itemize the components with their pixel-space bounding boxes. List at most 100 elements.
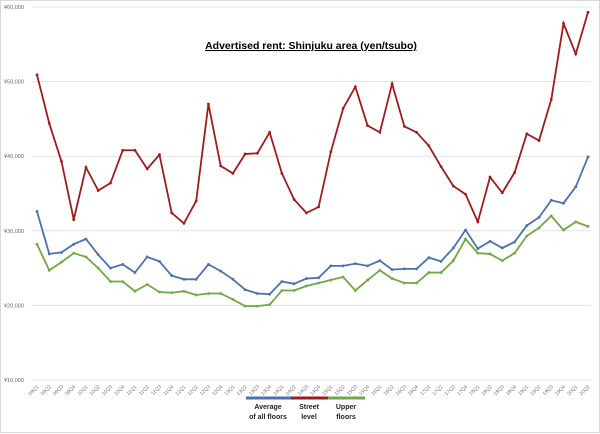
legend-label-average-2: of all floors <box>249 414 287 421</box>
data-point <box>464 237 467 241</box>
data-point <box>35 242 39 246</box>
data-point <box>513 251 516 255</box>
data-point <box>586 10 590 14</box>
data-point <box>549 198 553 202</box>
data-point <box>378 268 382 272</box>
data-point <box>451 246 455 250</box>
x-tick-label: 17Q4 <box>456 384 469 397</box>
x-tick-label: 14Q3 <box>297 384 310 397</box>
data-point <box>219 292 223 295</box>
data-point <box>402 281 406 285</box>
data-point <box>500 191 504 195</box>
data-point <box>439 259 443 263</box>
data-point <box>415 281 418 285</box>
legend-label-average-1: Average <box>254 404 281 411</box>
data-point <box>317 276 321 280</box>
data-point <box>133 271 137 274</box>
x-tick-label: 15Q3 <box>346 384 359 397</box>
x-tick-label: 11Q4 <box>162 384 175 397</box>
data-point <box>574 52 578 56</box>
x-tick-label: 09Q4 <box>64 384 77 397</box>
legend-label-upper-2: floors <box>336 414 356 421</box>
y-tick-label: ¥60,000 <box>4 5 24 11</box>
data-point <box>121 148 125 152</box>
data-point <box>207 292 210 295</box>
data-point <box>219 164 223 168</box>
gridlines <box>31 6 591 381</box>
data-point <box>525 132 529 136</box>
data-point <box>415 130 418 134</box>
data-point <box>341 275 345 279</box>
data-point <box>488 239 492 243</box>
data-point <box>133 289 137 293</box>
y-tick-label: ¥50,000 <box>4 80 24 86</box>
x-tick-label: 12Q1 <box>174 384 187 397</box>
x-tick-label: 16Q2 <box>383 384 396 397</box>
data-point <box>329 150 333 154</box>
data-point <box>60 160 63 163</box>
series-line <box>36 11 589 225</box>
data-point <box>341 264 345 268</box>
data-point <box>35 210 39 213</box>
data-point <box>170 291 174 295</box>
data-point <box>537 139 541 142</box>
x-tick-label: 10Q2 <box>89 384 102 397</box>
x-tick-label: 12Q4 <box>211 384 224 397</box>
data-point <box>145 167 149 171</box>
data-point <box>427 144 431 148</box>
y-tick-label: ¥40,000 <box>4 154 24 160</box>
data-point <box>158 290 161 294</box>
data-point <box>219 269 223 273</box>
data-point <box>170 211 174 215</box>
data-point <box>121 262 125 266</box>
x-tick-label: 10Q1 <box>76 384 89 397</box>
data-point <box>243 152 247 156</box>
x-tick-label: 11Q1 <box>126 384 139 397</box>
data-point <box>329 278 333 282</box>
data-point <box>464 192 467 196</box>
data-point <box>378 130 382 134</box>
data-point <box>133 148 137 152</box>
data-point <box>317 205 321 209</box>
data-point <box>329 264 333 268</box>
x-tick-label: 09Q1 <box>28 384 41 397</box>
data-point <box>476 220 480 224</box>
y-tick-label: ¥30,000 <box>4 229 24 235</box>
data-point <box>194 277 198 281</box>
x-tick-label: 18Q3 <box>493 384 506 397</box>
data-point <box>47 252 51 256</box>
data-point <box>109 181 112 185</box>
data-point <box>158 153 161 157</box>
data-point <box>451 184 455 188</box>
data-point <box>72 251 76 255</box>
data-point <box>451 259 455 263</box>
data-point <box>304 277 308 280</box>
data-point <box>231 277 235 281</box>
data-point <box>182 221 186 225</box>
y-axis-ticks: ¥10,000 ¥20,000 ¥30,000 ¥40,000 ¥50,000 ¥60,0… <box>4 5 24 384</box>
data-point <box>353 85 357 89</box>
data-point <box>366 264 369 268</box>
data-point <box>304 211 308 215</box>
x-tick-label: 14Q4 <box>309 384 322 397</box>
data-point <box>292 282 296 286</box>
data-point <box>96 189 100 192</box>
x-tick-label: 14Q2 <box>285 384 298 397</box>
data-point <box>231 298 235 301</box>
data-point <box>427 271 431 274</box>
x-tick-label: 16Q1 <box>370 384 383 397</box>
data-point <box>415 267 418 271</box>
data-point <box>182 277 186 281</box>
data-point <box>194 199 198 203</box>
data-point <box>243 288 247 292</box>
data-point <box>500 259 504 263</box>
data-point <box>280 171 284 175</box>
data-point <box>500 246 504 250</box>
data-point <box>256 151 259 155</box>
series-upper-floors <box>35 214 590 308</box>
data-point <box>562 201 565 205</box>
data-point <box>402 124 406 128</box>
legend: Average of all floors Street level Upper… <box>246 396 365 421</box>
series-lines <box>35 10 590 308</box>
